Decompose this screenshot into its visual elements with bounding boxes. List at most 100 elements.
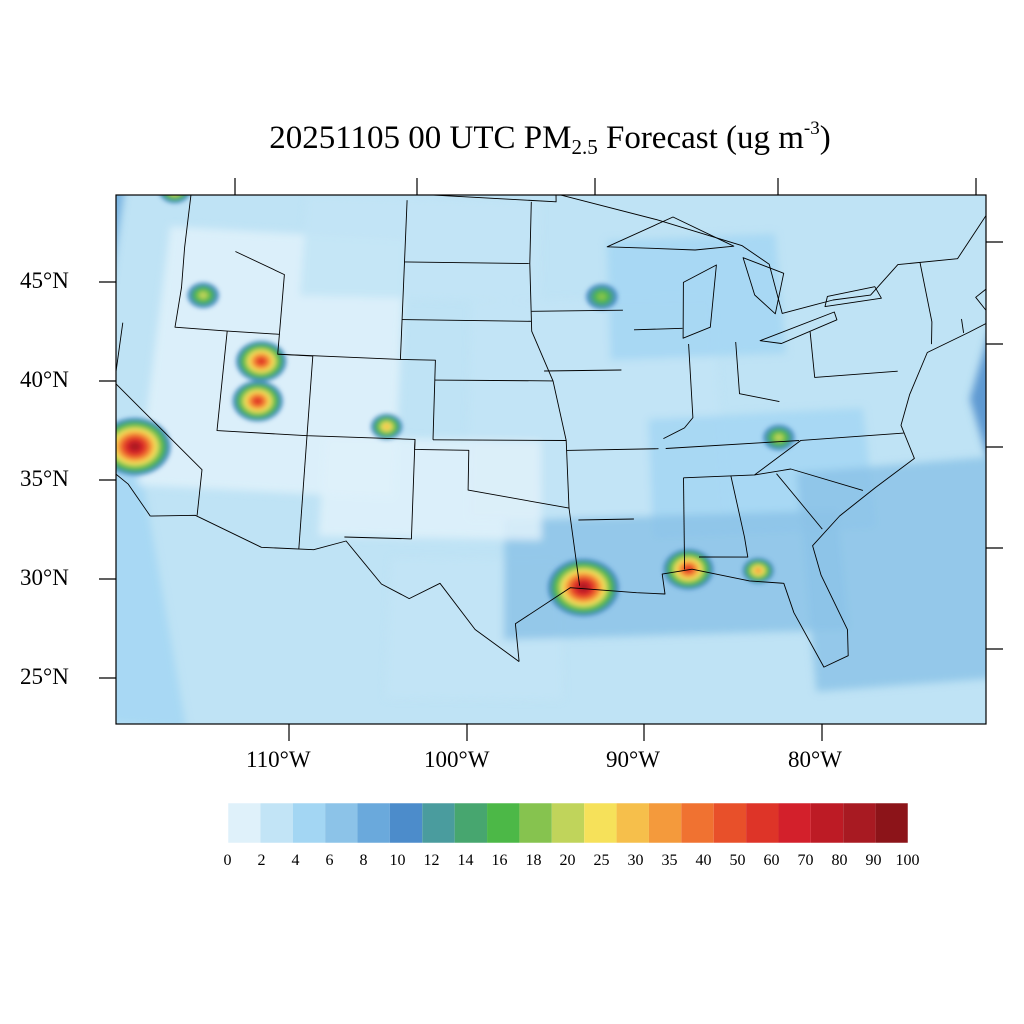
hotspot bbox=[116, 417, 171, 476]
boundary-line bbox=[663, 343, 694, 440]
boundary-line bbox=[174, 195, 285, 335]
lon-label-110w: 110°W bbox=[246, 747, 311, 772]
colorbar-swatch bbox=[325, 803, 358, 843]
boundary-line bbox=[919, 262, 933, 345]
hotspot-level bbox=[254, 398, 261, 404]
boundary-line bbox=[809, 331, 898, 378]
colorbar-label: 50 bbox=[729, 852, 746, 869]
concentration-region bbox=[116, 195, 124, 248]
lon-label-100w: 100°W bbox=[424, 747, 490, 772]
colorbar-label: 70 bbox=[797, 852, 814, 869]
colorbar-label: 80 bbox=[831, 852, 848, 869]
hotspot bbox=[236, 340, 287, 382]
colorbar-swatch bbox=[260, 803, 293, 843]
hotspot-level bbox=[597, 293, 607, 301]
colorbar-label: 0 bbox=[223, 852, 232, 869]
hotspot bbox=[370, 413, 403, 440]
hotspot bbox=[586, 283, 618, 310]
lat-label-25: 25°N bbox=[20, 664, 69, 689]
colorbar-label: 18 bbox=[525, 852, 542, 869]
colorbar-swatch bbox=[519, 803, 552, 843]
lat-label-35: 35°N bbox=[20, 466, 69, 491]
colorbar-swatch bbox=[551, 803, 585, 843]
colorbar bbox=[227, 802, 909, 844]
boundary-line bbox=[566, 448, 659, 451]
colorbar-label: 40 bbox=[695, 852, 712, 869]
lake-outline bbox=[606, 216, 735, 251]
boundary-line bbox=[698, 475, 749, 558]
concentration-region bbox=[796, 457, 986, 692]
boundary-line bbox=[434, 379, 554, 382]
colorbar-swatch bbox=[875, 803, 908, 843]
colorbar-swatch bbox=[778, 803, 811, 843]
lake-outline bbox=[742, 257, 785, 315]
boundary-line bbox=[150, 514, 520, 662]
map-frame bbox=[115, 194, 987, 725]
hotspot-level bbox=[170, 187, 180, 195]
boundary-line bbox=[432, 439, 567, 441]
boundary-line bbox=[399, 200, 436, 440]
concentration-region bbox=[607, 233, 786, 361]
colorbar-swatch bbox=[648, 803, 682, 843]
boundary-line bbox=[961, 318, 965, 333]
hotspot bbox=[663, 548, 714, 590]
boundary-line bbox=[344, 439, 416, 540]
colorbar-label: 16 bbox=[491, 852, 508, 869]
colorbar-swatch bbox=[422, 803, 455, 843]
hotspot-level bbox=[755, 568, 761, 573]
colorbar-label: 10 bbox=[389, 852, 406, 869]
colorbar-swatch bbox=[357, 803, 390, 843]
lat-label-40: 40°N bbox=[20, 367, 69, 392]
colorbar-label: 100 bbox=[895, 852, 920, 869]
hotspot bbox=[232, 380, 283, 422]
boundary-line bbox=[633, 327, 683, 331]
lake-outline bbox=[824, 286, 882, 308]
map-title: 20251105 00 UTC PM2.5 Forecast (ug m-3) bbox=[269, 118, 831, 159]
hotspot bbox=[187, 282, 219, 309]
boundary-line bbox=[424, 195, 986, 314]
concentration-region bbox=[318, 436, 542, 541]
colorbar-label: 12 bbox=[423, 852, 440, 869]
boundary-line bbox=[683, 477, 686, 570]
concentration-region bbox=[116, 462, 186, 724]
lake-outline bbox=[759, 311, 838, 344]
hotspot bbox=[547, 558, 620, 617]
colorbar-label: 4 bbox=[291, 852, 300, 869]
hotspot-level bbox=[775, 434, 783, 441]
hotspot bbox=[742, 557, 774, 584]
boundary-line bbox=[776, 473, 823, 530]
boundary-line bbox=[401, 319, 532, 322]
colorbar-frame bbox=[227, 802, 909, 844]
boundary-line bbox=[531, 309, 623, 312]
hotspot-level bbox=[383, 424, 390, 430]
hotspot bbox=[159, 187, 190, 204]
colorbar-swatch bbox=[746, 803, 779, 843]
colorbar-swatch bbox=[454, 803, 488, 843]
boundary-line bbox=[116, 473, 151, 517]
concentration-region bbox=[299, 196, 541, 302]
colorbar-swatch bbox=[616, 803, 649, 843]
colorbar-label: 20 bbox=[559, 852, 576, 869]
colorbar-swatch bbox=[681, 803, 714, 843]
boundary-line bbox=[277, 353, 401, 360]
colorbar-label: 6 bbox=[325, 852, 334, 869]
hotspot-level bbox=[171, 195, 178, 196]
lon-label-80w: 80°W bbox=[788, 747, 842, 772]
colorbar-label: 90 bbox=[865, 852, 882, 869]
colorbar-label: 8 bbox=[359, 852, 368, 869]
lon-label-90w: 90°W bbox=[606, 747, 660, 772]
boundary-line bbox=[298, 435, 308, 550]
hotspot-level bbox=[685, 566, 692, 572]
boundary-line bbox=[404, 261, 530, 265]
concentration-region bbox=[970, 343, 986, 454]
colorbar-swatch bbox=[843, 803, 876, 843]
hotspot-level bbox=[131, 443, 139, 450]
colorbar-swatch bbox=[810, 803, 844, 843]
boundary-line bbox=[116, 322, 203, 516]
boundary-line bbox=[754, 468, 864, 491]
colorbar-label: 35 bbox=[661, 852, 678, 869]
hotspot-level bbox=[579, 584, 588, 591]
boundary-line bbox=[665, 440, 800, 449]
boundary-line bbox=[735, 341, 780, 403]
